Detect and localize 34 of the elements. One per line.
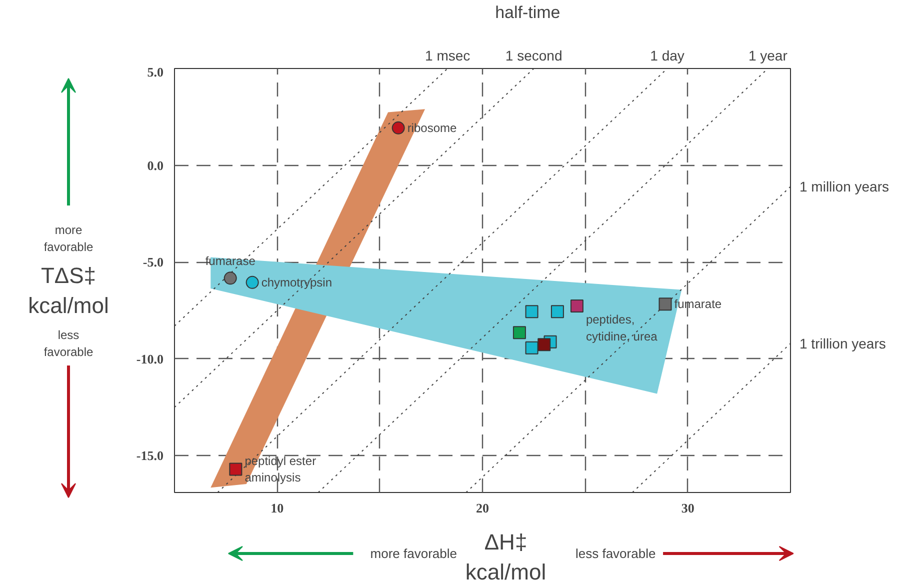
series-label: 1 trillion years [800, 335, 886, 352]
x-tick-label: 10 [270, 500, 284, 516]
y-tick-label: 5.0 [147, 64, 164, 80]
series-label: 1 million years [800, 178, 889, 195]
point [224, 272, 237, 285]
point [538, 338, 551, 352]
y-tick-label: -5.0 [142, 254, 164, 270]
text: less favorable [44, 328, 94, 359]
point [550, 305, 564, 318]
chart-title: half-time [495, 3, 560, 22]
y-axis-title: TΔS‡ kcal/mol [28, 263, 109, 318]
point [570, 300, 584, 313]
series-label: chymotrypsin [261, 275, 332, 290]
text: more favorable [44, 223, 94, 254]
point [525, 305, 538, 318]
text: more favorable [370, 546, 458, 561]
y-tick-label: -15.0 [136, 448, 164, 464]
point [512, 326, 526, 340]
x-tick-label: 20 [476, 500, 489, 516]
series-label: 1 msec [425, 48, 470, 64]
point [246, 276, 259, 289]
x-tick-label: 30 [681, 500, 694, 516]
point [392, 121, 405, 134]
point [658, 298, 672, 311]
point [229, 462, 242, 476]
y-tick-label: -10.0 [136, 351, 164, 366]
series-label: peptides, cytidine, urea [586, 312, 658, 344]
series-label: 1 second [505, 48, 562, 64]
text: less favorable [575, 546, 656, 561]
x-axis-title: ΔH‡ kcal/mol [465, 530, 546, 584]
y-tick-label: 0.0 [147, 158, 164, 173]
point [525, 341, 538, 354]
series-label: 1 day [650, 48, 684, 64]
series-label: 1 year [748, 48, 788, 64]
